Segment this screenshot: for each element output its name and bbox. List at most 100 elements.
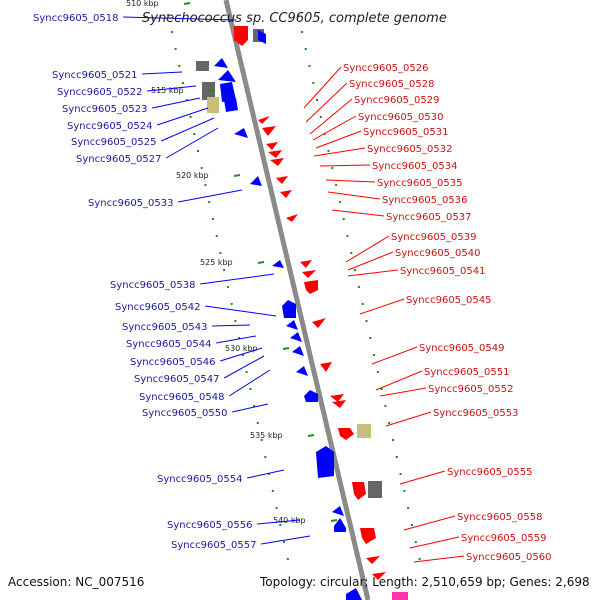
gene-label-left: Syncc9605_0538	[110, 280, 196, 291]
gc-dot	[327, 150, 330, 152]
gene-label-right: Syncc9605_0559	[461, 533, 547, 544]
right-label-leader	[371, 346, 418, 365]
left-label-leader	[228, 369, 271, 397]
gc-dot	[308, 65, 311, 67]
gc-dot	[208, 201, 211, 203]
gc-dot	[234, 320, 237, 322]
scale-tick-label: 525 kbp	[200, 258, 233, 267]
gc-dot	[286, 558, 289, 560]
forward-gene-arrow	[234, 26, 248, 46]
gc-dot	[388, 422, 391, 424]
scale-tick-mark	[183, 2, 191, 5]
gene-label-right: Syncc9605_0558	[457, 512, 543, 523]
left-label-leader	[178, 189, 243, 203]
reverse-gene-arrow	[296, 366, 308, 376]
gc-dot	[268, 473, 271, 475]
gc-dot	[418, 558, 421, 560]
left-label-leader	[165, 127, 219, 159]
scale-tick-mark	[330, 519, 338, 522]
gene-label-left: Syncc9605_0556	[167, 520, 253, 531]
left-label-leader	[157, 107, 209, 126]
gc-dot	[279, 524, 282, 526]
topology-text: Topology: circular; Length: 2,510,659 bp…	[259, 575, 590, 589]
reverse-gene-arrow	[220, 82, 236, 102]
gc-dot	[275, 507, 278, 509]
gc-dot	[357, 286, 360, 288]
reverse-gene-arrow	[218, 70, 236, 82]
right-label-leader	[313, 147, 366, 157]
forward-gene-arrow	[286, 214, 298, 222]
gc-dot	[178, 65, 181, 67]
gene-label-left: Syncc9605_0554	[157, 474, 243, 485]
gene-label-right: Syncc9605_0535	[377, 178, 463, 189]
reverse-gene-arrow	[272, 260, 284, 268]
reverse-gene-arrow	[214, 58, 228, 68]
gc-dot	[264, 456, 267, 458]
accession-text: Accession: NC_007516	[8, 575, 144, 589]
left-label-leader	[142, 71, 183, 75]
gene-label-right: Syncc9605_0537	[386, 212, 472, 223]
gc-dot	[304, 48, 307, 50]
gc-dot	[297, 14, 300, 16]
forward-gene-arrow	[258, 116, 270, 124]
forward-gene-arrow	[360, 528, 376, 544]
gene-label-right: Syncc9605_0529	[354, 95, 440, 106]
gc-dot	[346, 235, 349, 237]
left-label-leader	[200, 273, 275, 285]
reverse-gene-arrow	[286, 320, 298, 330]
gc-dot	[249, 388, 252, 390]
gc-dot	[241, 354, 244, 356]
feature-box	[357, 424, 371, 438]
forward-gene-arrow	[262, 126, 276, 136]
gene-label-right: Syncc9605_0534	[372, 161, 458, 172]
feature-box	[392, 592, 408, 600]
forward-gene-arrow	[280, 190, 292, 198]
scale-tick-mark	[208, 89, 216, 92]
forward-gene-arrow	[300, 260, 312, 268]
gene-label-left: Syncc9605_0548	[139, 392, 225, 403]
gene-label-right: Syncc9605_0531	[363, 127, 449, 138]
gc-dot	[226, 286, 229, 288]
left-label-leader	[216, 335, 257, 344]
gc-dot	[407, 507, 410, 509]
gc-dot	[392, 439, 394, 441]
forward-gene-arrow	[302, 270, 316, 278]
gene-label-right: Syncc9605_0539	[391, 232, 477, 243]
gene-label-right: Syncc9605_0526	[343, 63, 429, 74]
gc-dot	[365, 320, 368, 322]
left-label-leader	[147, 85, 197, 92]
reverse-gene-arrow	[282, 300, 296, 318]
reverse-gene-arrow	[332, 506, 344, 516]
gene-label-right: Syncc9605_0536	[382, 195, 468, 206]
gene-label-left: Syncc9605_0557	[171, 540, 257, 551]
gene-label-right: Syncc9605_0551	[424, 367, 510, 378]
left-label-leader	[123, 16, 237, 21]
gc-dot	[380, 388, 383, 390]
left-label-leader	[261, 535, 311, 545]
gc-dot	[204, 184, 207, 186]
feature-box	[368, 481, 382, 498]
reverse-gene-arrow	[334, 518, 346, 532]
gc-dot	[342, 218, 345, 220]
gc-dot	[182, 82, 184, 84]
gene-label-left: Syncc9605_0524	[67, 121, 153, 132]
gc-dot	[170, 31, 173, 33]
gc-dot	[361, 303, 364, 305]
right-label-leader	[315, 130, 362, 149]
gc-dot	[223, 269, 226, 271]
reverse-gene-arrow	[234, 128, 248, 138]
right-label-leader	[399, 470, 446, 485]
reverse-gene-arrow	[290, 332, 302, 342]
right-label-leader	[347, 251, 394, 271]
forward-gene-arrow	[270, 158, 284, 166]
reverse-gene-arrow	[316, 446, 334, 478]
genome-title: Synechococcus sp. CC9605, complete genom…	[142, 11, 447, 26]
scale-tick-label: 535 kbp	[250, 431, 283, 440]
reverse-gene-arrow	[250, 176, 262, 186]
left-label-leader	[220, 347, 263, 362]
right-label-leader	[413, 555, 465, 563]
forward-gene-arrow	[268, 150, 282, 158]
gc-dot	[245, 371, 248, 373]
gc-dot	[253, 405, 256, 407]
scale-tick-mark	[233, 174, 241, 177]
